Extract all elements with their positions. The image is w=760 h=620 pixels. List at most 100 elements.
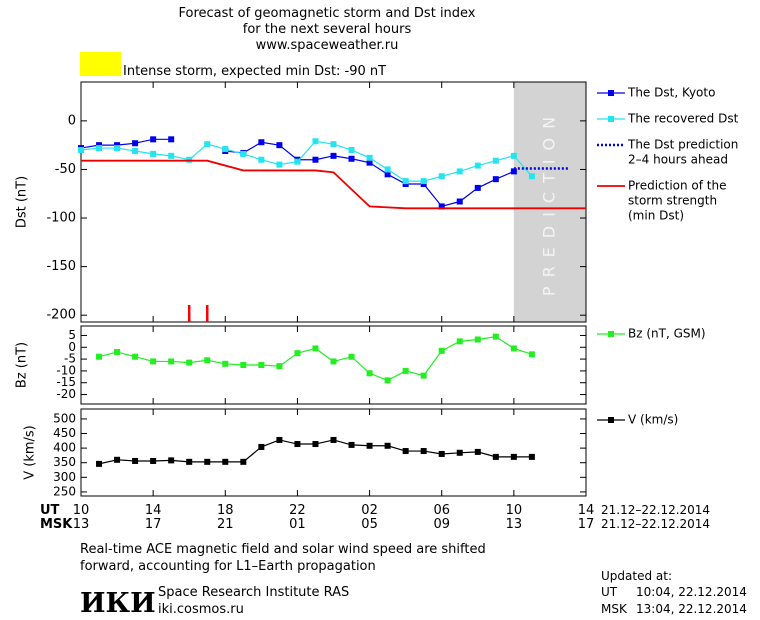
data-point xyxy=(510,453,517,460)
data-point xyxy=(96,460,103,467)
data-point xyxy=(114,145,121,152)
data-point xyxy=(366,370,373,377)
data-point xyxy=(186,458,193,465)
data-point xyxy=(294,441,301,448)
title-line: www.spaceweather.ru xyxy=(256,38,399,53)
y-axis-label: Dst (nT) xyxy=(15,176,30,228)
data-point xyxy=(258,139,265,146)
x-tick-label: 09 xyxy=(433,517,450,532)
data-point xyxy=(150,136,157,143)
x-tick-label: 13 xyxy=(506,517,523,532)
y-tick-label: -20 xyxy=(56,387,76,401)
data-point xyxy=(114,349,121,355)
data-point xyxy=(474,162,481,169)
data-point xyxy=(348,441,355,448)
data-point xyxy=(186,359,193,366)
data-point xyxy=(474,184,481,191)
footer-note: forward, accounting for L1–Earth propaga… xyxy=(80,559,376,574)
data-point xyxy=(366,154,373,161)
data-point xyxy=(384,377,391,384)
institute: Space Research Institute RAS xyxy=(158,585,349,600)
data-point xyxy=(78,147,84,154)
data-point xyxy=(420,448,427,455)
x-tick-label: 22 xyxy=(289,503,306,518)
legend-label: Bz (nT, GSM) xyxy=(628,327,706,341)
data-point xyxy=(510,168,517,175)
footer-note: Real-time ACE magnetic field and solar w… xyxy=(80,542,486,557)
url: iki.cosmos.ru xyxy=(158,602,244,617)
data-point xyxy=(312,156,319,163)
data-point xyxy=(168,152,175,159)
x-tick-label: 06 xyxy=(433,503,450,518)
data-point xyxy=(384,442,391,449)
data-point xyxy=(456,338,463,345)
x-tick-date: 21.12–22.12.2014 xyxy=(601,517,710,531)
data-point xyxy=(528,351,535,358)
y-tick-label: 5 xyxy=(68,328,76,342)
data-point xyxy=(258,443,265,450)
data-point xyxy=(276,161,283,168)
data-point xyxy=(492,157,499,164)
x-tick-label: 02 xyxy=(361,503,378,518)
data-point xyxy=(276,142,283,149)
data-point xyxy=(312,441,319,448)
data-point xyxy=(402,448,409,455)
data-point xyxy=(474,336,481,343)
y-tick-label: -15 xyxy=(56,375,76,389)
annotation-swatch xyxy=(80,52,121,76)
data-point xyxy=(132,147,139,154)
data-point xyxy=(168,457,175,464)
x-tick-label: 10 xyxy=(506,503,523,518)
y-tick-label: -50 xyxy=(55,162,76,177)
legend-marker xyxy=(608,90,614,96)
data-point xyxy=(150,150,157,157)
legend-marker xyxy=(608,331,614,337)
data-point xyxy=(348,155,355,162)
x-tick-label: 05 xyxy=(361,517,378,532)
prediction-zone xyxy=(513,82,586,322)
data-point xyxy=(312,138,319,145)
x-tick-label: 14 xyxy=(578,503,595,518)
series-line xyxy=(81,159,586,210)
data-point xyxy=(528,453,535,460)
y-tick-label: 300 xyxy=(53,470,76,484)
legend-label: The Dst prediction xyxy=(627,138,738,152)
data-point xyxy=(510,152,517,159)
data-point xyxy=(438,347,445,354)
data-point xyxy=(294,158,301,165)
data-point xyxy=(258,156,265,163)
x-tick-label: 21 xyxy=(217,517,234,532)
y-tick-label: 350 xyxy=(53,455,76,469)
data-point xyxy=(348,147,355,154)
series-line xyxy=(80,140,533,182)
data-point xyxy=(420,372,427,379)
x-axis-label: UT xyxy=(40,503,60,518)
data-point xyxy=(150,457,157,464)
data-point xyxy=(402,178,409,185)
data-point xyxy=(348,353,355,360)
y-tick-label: 0 xyxy=(68,340,76,354)
y-tick-label: -200 xyxy=(46,308,76,323)
legend-marker xyxy=(608,417,614,423)
logo: ИКИ xyxy=(80,588,156,619)
legend-marker xyxy=(608,116,614,122)
data-point xyxy=(96,145,103,152)
data-point xyxy=(384,166,391,173)
y-tick-label: -5 xyxy=(64,352,76,366)
data-point xyxy=(330,152,337,159)
data-point xyxy=(420,178,427,185)
legend-label: 2–4 hours ahead xyxy=(628,153,728,167)
data-point xyxy=(168,136,175,143)
data-point xyxy=(132,353,139,360)
data-point xyxy=(258,362,265,368)
data-point xyxy=(456,168,463,175)
data-point xyxy=(330,358,337,365)
x-axis-label: MSK xyxy=(40,517,73,532)
updated-ut: 10:04, 22.12.2014 xyxy=(636,585,747,599)
y-tick-label: 250 xyxy=(53,484,76,498)
data-point xyxy=(132,457,139,464)
data-point xyxy=(294,350,301,357)
updated-ut-label: UT xyxy=(601,585,618,599)
panel-frame xyxy=(80,325,587,405)
